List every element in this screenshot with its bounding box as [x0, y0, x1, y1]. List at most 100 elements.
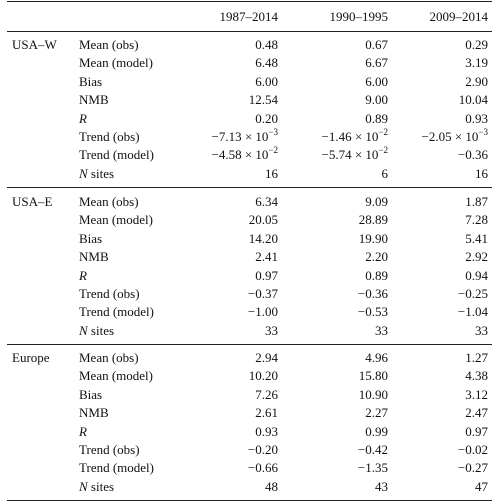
table-cell: 6.34: [255, 193, 278, 210]
cell-value: 19.90: [358, 230, 388, 246]
region-label: Europe: [12, 350, 50, 365]
cell-value: 10.90: [358, 386, 388, 402]
cell-value: −7.13 × 10: [211, 129, 269, 144]
cell-value: 7.28: [465, 212, 488, 228]
table-cell: −0.02: [458, 441, 488, 458]
cell-value: −2.05 × 10: [421, 129, 479, 144]
cell-value: 10.04: [458, 92, 488, 108]
cell-value: 0.93: [255, 423, 278, 439]
cell-exponent: −3: [478, 127, 488, 137]
table-row: NMB 2.41 2.20 2.92: [0, 248, 500, 265]
table-cell: −0.36: [358, 285, 388, 302]
table-row: NMB 2.61 2.27 2.47: [0, 404, 500, 421]
row-label: Mean (model): [79, 54, 153, 71]
cell-value: 1.87: [465, 194, 488, 209]
cell-value: 33: [375, 322, 388, 338]
row-label: Mean (obs): [79, 36, 139, 53]
cell-value: 0.20: [255, 110, 278, 126]
row-label-text: R: [79, 423, 87, 439]
cell-exponent: −3: [268, 127, 278, 137]
table-cell: 4.96: [365, 349, 388, 366]
row-label: R: [79, 110, 87, 127]
table-cell: 2.94: [255, 349, 278, 366]
row-label: Trend (obs): [79, 285, 140, 302]
row-label: Mean (obs): [79, 193, 139, 210]
cell-value: 16: [265, 165, 278, 181]
cell-value: −0.36: [357, 286, 388, 301]
table-cell: 12.54: [249, 91, 278, 108]
col-header-1990-1995: 1990–1995: [329, 9, 389, 24]
region-label: USA–E: [12, 194, 53, 209]
cell-exponent: −2: [378, 145, 388, 156]
table-row: USA–E Mean (obs) 6.34 9.09 1.87: [0, 193, 500, 210]
table-cell: −0.37: [248, 285, 278, 302]
table-cell: 0.29: [465, 36, 488, 53]
header-rule: [7, 31, 492, 32]
bottom-rule: [7, 500, 492, 501]
table-row: Trend (obs) −0.20 −0.42 −0.02: [0, 441, 500, 458]
table-cell: 0.97: [255, 267, 278, 284]
table-cell: 16: [475, 165, 488, 182]
table-row: Trend (model) −0.66 −1.35 −0.27: [0, 459, 500, 476]
table-cell: 0.99: [365, 423, 388, 440]
table-cell: 33: [375, 322, 388, 339]
table-cell: −2.05 × 10−3: [422, 128, 489, 145]
table-cell: 0.97: [465, 423, 488, 440]
table-cell: 0.93: [255, 423, 278, 440]
cell-value: −1.46 × 10: [321, 129, 379, 144]
row-label: Bias: [79, 386, 102, 403]
row-label-text: Mean (obs): [79, 350, 139, 365]
table-cell: −5.74 × 10−2: [322, 146, 389, 163]
row-label: N sites: [79, 322, 114, 339]
row-label: Trend (obs): [79, 128, 140, 145]
table-cell: −0.36: [458, 146, 488, 163]
table-cell: 9.09: [365, 193, 388, 210]
table-row: R 0.97 0.89 0.94: [0, 267, 500, 284]
table-row: Trend (obs) −7.13 × 10−3 −1.46 × 10−2 −2.05…: [0, 128, 500, 145]
table-cell: −7.13 × 10−3: [212, 128, 279, 145]
table-cell: −0.53: [358, 303, 388, 320]
table-cell: 47: [475, 478, 488, 495]
cell-exponent: −2: [378, 127, 388, 137]
table-cell: 4.38: [465, 367, 488, 384]
cell-value: 1.27: [465, 350, 488, 365]
cell-value: −0.25: [457, 286, 488, 301]
cell-value: 0.29: [465, 37, 488, 52]
table-cell: −0.27: [458, 459, 488, 476]
table-cell: 7.26: [255, 386, 278, 403]
cell-value: 12.54: [248, 92, 278, 108]
cell-value: 0.97: [465, 423, 488, 439]
table-cell: 0.89: [365, 110, 388, 127]
table-row: Trend (model) −4.58 × 10−2 −5.74 × 10−2 −0.…: [0, 146, 500, 163]
cell-value: 43: [375, 478, 388, 494]
table-row: Europe Mean (obs) 2.94 4.96 1.27: [0, 349, 500, 366]
table-row: N sites 48 43 47: [0, 478, 500, 495]
table-cell: 2.61: [255, 404, 278, 421]
row-label: R: [79, 423, 87, 440]
row-label-text: Trend (obs): [79, 442, 140, 457]
table-row: N sites 33 33 33: [0, 322, 500, 339]
row-label-text: Bias: [79, 230, 103, 246]
row-label: N sites: [79, 478, 114, 495]
table-cell: 0.89: [365, 267, 388, 284]
table-row: R 0.93 0.99 0.97: [0, 423, 500, 440]
table-cell: −0.25: [458, 285, 488, 302]
row-label-text: Trend (model): [79, 460, 154, 476]
table-row: N sites 16 6 16: [0, 165, 500, 182]
row-label-prefix: N: [79, 322, 88, 338]
row-label-text: Mean (model): [79, 368, 154, 384]
cell-value: 0.89: [365, 267, 388, 283]
cell-value: 2.61: [255, 405, 278, 421]
cell-value: −5.74 × 10: [321, 147, 379, 163]
cell-value: 7.26: [255, 386, 278, 402]
table-cell: 43: [375, 478, 388, 495]
table-cell: 33: [265, 322, 278, 339]
table-cell: 20.05: [249, 211, 278, 228]
top-rule: [7, 1, 492, 2]
row-label: Mean (model): [79, 211, 153, 228]
table-row: Trend (model) −1.00 −0.53 −1.04: [0, 303, 500, 320]
table-cell: −4.58 × 10−2: [212, 146, 279, 163]
row-label-text: NMB: [79, 249, 109, 265]
cell-value: 2.92: [465, 249, 488, 265]
